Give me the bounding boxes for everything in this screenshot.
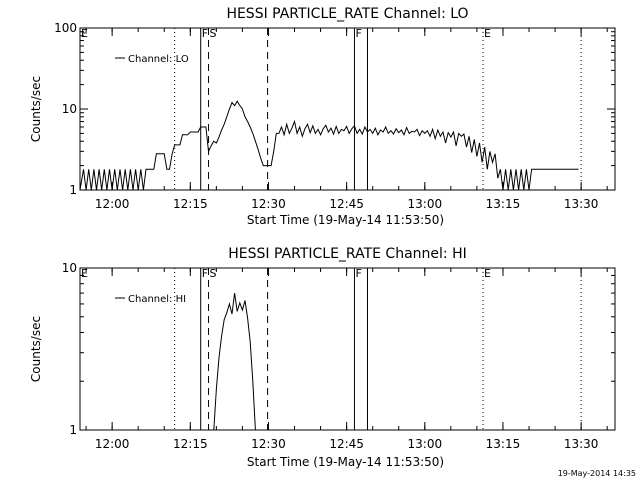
- y-axis-label: Counts/sec: [29, 316, 43, 382]
- chart-panel-2: HESSI PARTICLE_RATE Channel: HI 1 10 12:00 1…: [29, 246, 616, 469]
- plot-frame: [79, 27, 616, 191]
- event-marker-label: F: [355, 27, 361, 40]
- timestamp-label: 19-May-2014 14:35: [558, 469, 636, 478]
- y-tick-label: 1: [69, 183, 77, 197]
- x-tick-label: 12:00: [95, 197, 130, 211]
- legend-label: Channel: LO: [128, 54, 189, 65]
- event-marker-label: E: [484, 267, 491, 280]
- x-tick-label: 12:30: [251, 197, 286, 211]
- x-tick-label: 13:00: [408, 197, 443, 211]
- event-marker-label: E: [484, 27, 491, 40]
- x-tick-label: 12:30: [251, 437, 286, 451]
- plot-frame: [79, 267, 616, 431]
- series-line: [79, 100, 579, 191]
- x-axis-label: Start Time (19-May-14 11:53:50): [247, 455, 444, 469]
- y-tick-label: 1: [69, 423, 77, 437]
- y-tick-label: 10: [62, 261, 77, 275]
- event-marker-label: S: [210, 267, 217, 280]
- x-tick-label: 13:00: [408, 437, 443, 451]
- x-tick-label: 12:15: [173, 437, 208, 451]
- event-marker-label: F: [202, 27, 208, 40]
- x-axis-label: Start Time (19-May-14 11:53:50): [247, 213, 444, 227]
- event-marker-label: F: [202, 267, 208, 280]
- chart-title: HESSI PARTICLE_RATE Channel: HI: [228, 246, 466, 262]
- event-marker-label: F: [355, 267, 361, 280]
- x-tick-label: 12:00: [95, 437, 130, 451]
- y-tick-label: 100: [54, 21, 77, 35]
- y-tick-label: 10: [62, 102, 77, 116]
- x-tick-label: 13:15: [486, 437, 521, 451]
- legend-label: Channel: HI: [128, 294, 186, 305]
- event-marker-label: S: [210, 27, 217, 40]
- event-marker-label: E: [81, 27, 88, 40]
- x-tick-label: 12:45: [329, 437, 364, 451]
- x-tick-label: 13:30: [564, 197, 599, 211]
- series-line: [213, 293, 256, 431]
- chart-title: HESSI PARTICLE_RATE Channel: LO: [226, 6, 468, 22]
- x-tick-label: 13:30: [564, 437, 599, 451]
- event-marker-label: E: [81, 267, 88, 280]
- x-tick-label: 13:15: [486, 197, 521, 211]
- chart-panel-1: HESSI PARTICLE_RATE Channel: LO 1 10 100 12:…: [29, 6, 616, 227]
- x-tick-label: 12:45: [329, 197, 364, 211]
- x-tick-label: 12:15: [173, 197, 208, 211]
- y-axis-label: Counts/sec: [29, 76, 43, 142]
